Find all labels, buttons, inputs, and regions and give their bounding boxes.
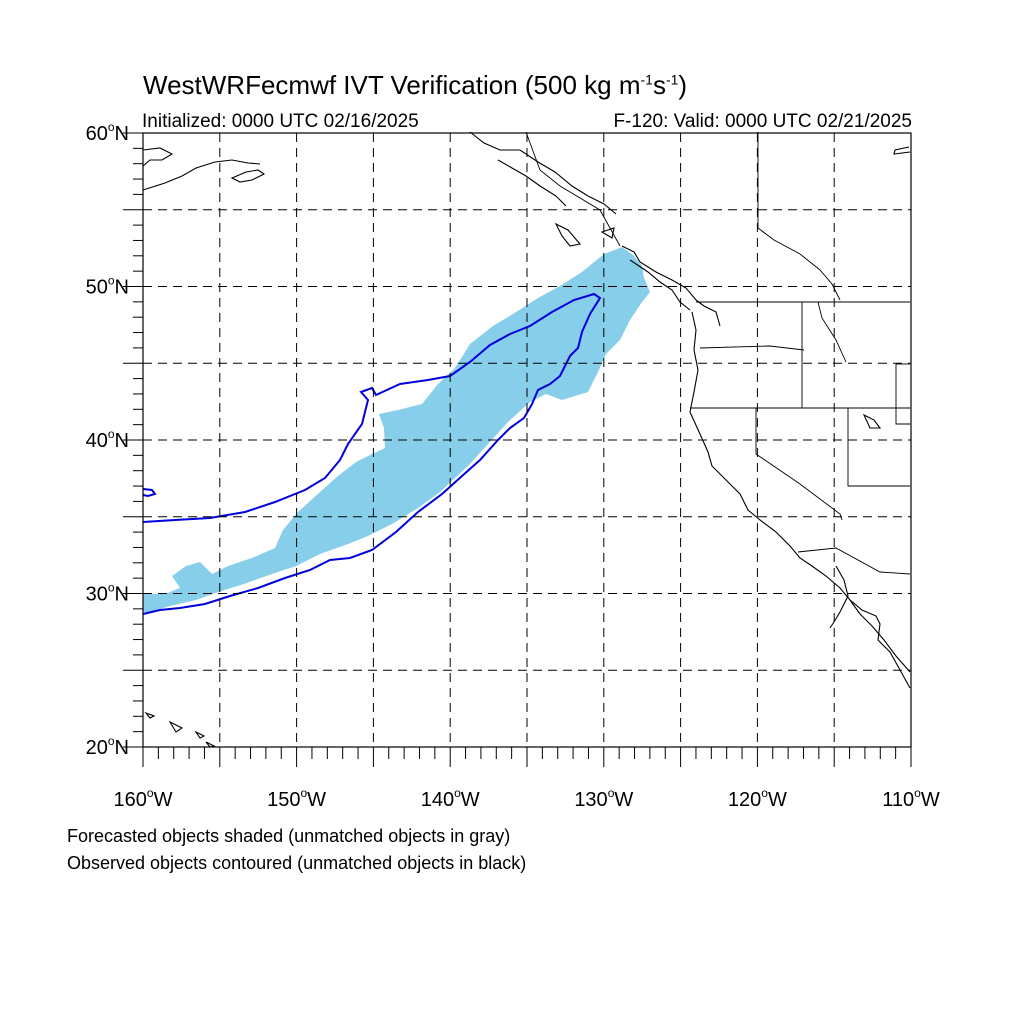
x-tick-label: 110oW — [882, 786, 940, 811]
observed-ivt-object-small — [142, 488, 157, 498]
x-tick-label: 160oW — [114, 786, 173, 811]
coastlines — [142, 131, 911, 748]
axis-ticks — [123, 132, 912, 767]
y-tick-label: 20oN — [86, 734, 129, 759]
x-tick-label: 150oW — [267, 786, 326, 811]
valid-time: F-120: Valid: 0000 UTC 02/21/2025 — [613, 111, 912, 132]
y-tick-label: 30oN — [86, 581, 129, 606]
chart-title: WestWRFecmwf IVT Verification (500 kg m-… — [143, 70, 688, 100]
political-boundaries — [525, 131, 911, 575]
axis-labels: 20oN 30oN 40oN 50oN 60oN 160oW 150oW 140oW 130oW… — [86, 120, 940, 811]
observed-ivt-object — [142, 292, 602, 615]
forecast-ivt-object — [143, 247, 650, 612]
y-tick-label: 40oN — [86, 427, 129, 452]
forecast-note: Forecasted objects shaded (unmatched obj… — [67, 826, 511, 846]
y-tick-label: 60oN — [86, 120, 129, 145]
initialized-time: Initialized: 0000 UTC 02/16/2025 — [142, 111, 419, 132]
map-frame — [142, 132, 912, 748]
y-tick-label: 50oN — [86, 274, 129, 299]
x-tick-label: 120oW — [728, 786, 787, 811]
gridlines — [143, 133, 911, 747]
x-tick-label: 130oW — [574, 786, 633, 811]
observed-note: Observed objects contoured (unmatched ob… — [67, 853, 527, 873]
x-tick-label: 140oW — [421, 786, 480, 811]
